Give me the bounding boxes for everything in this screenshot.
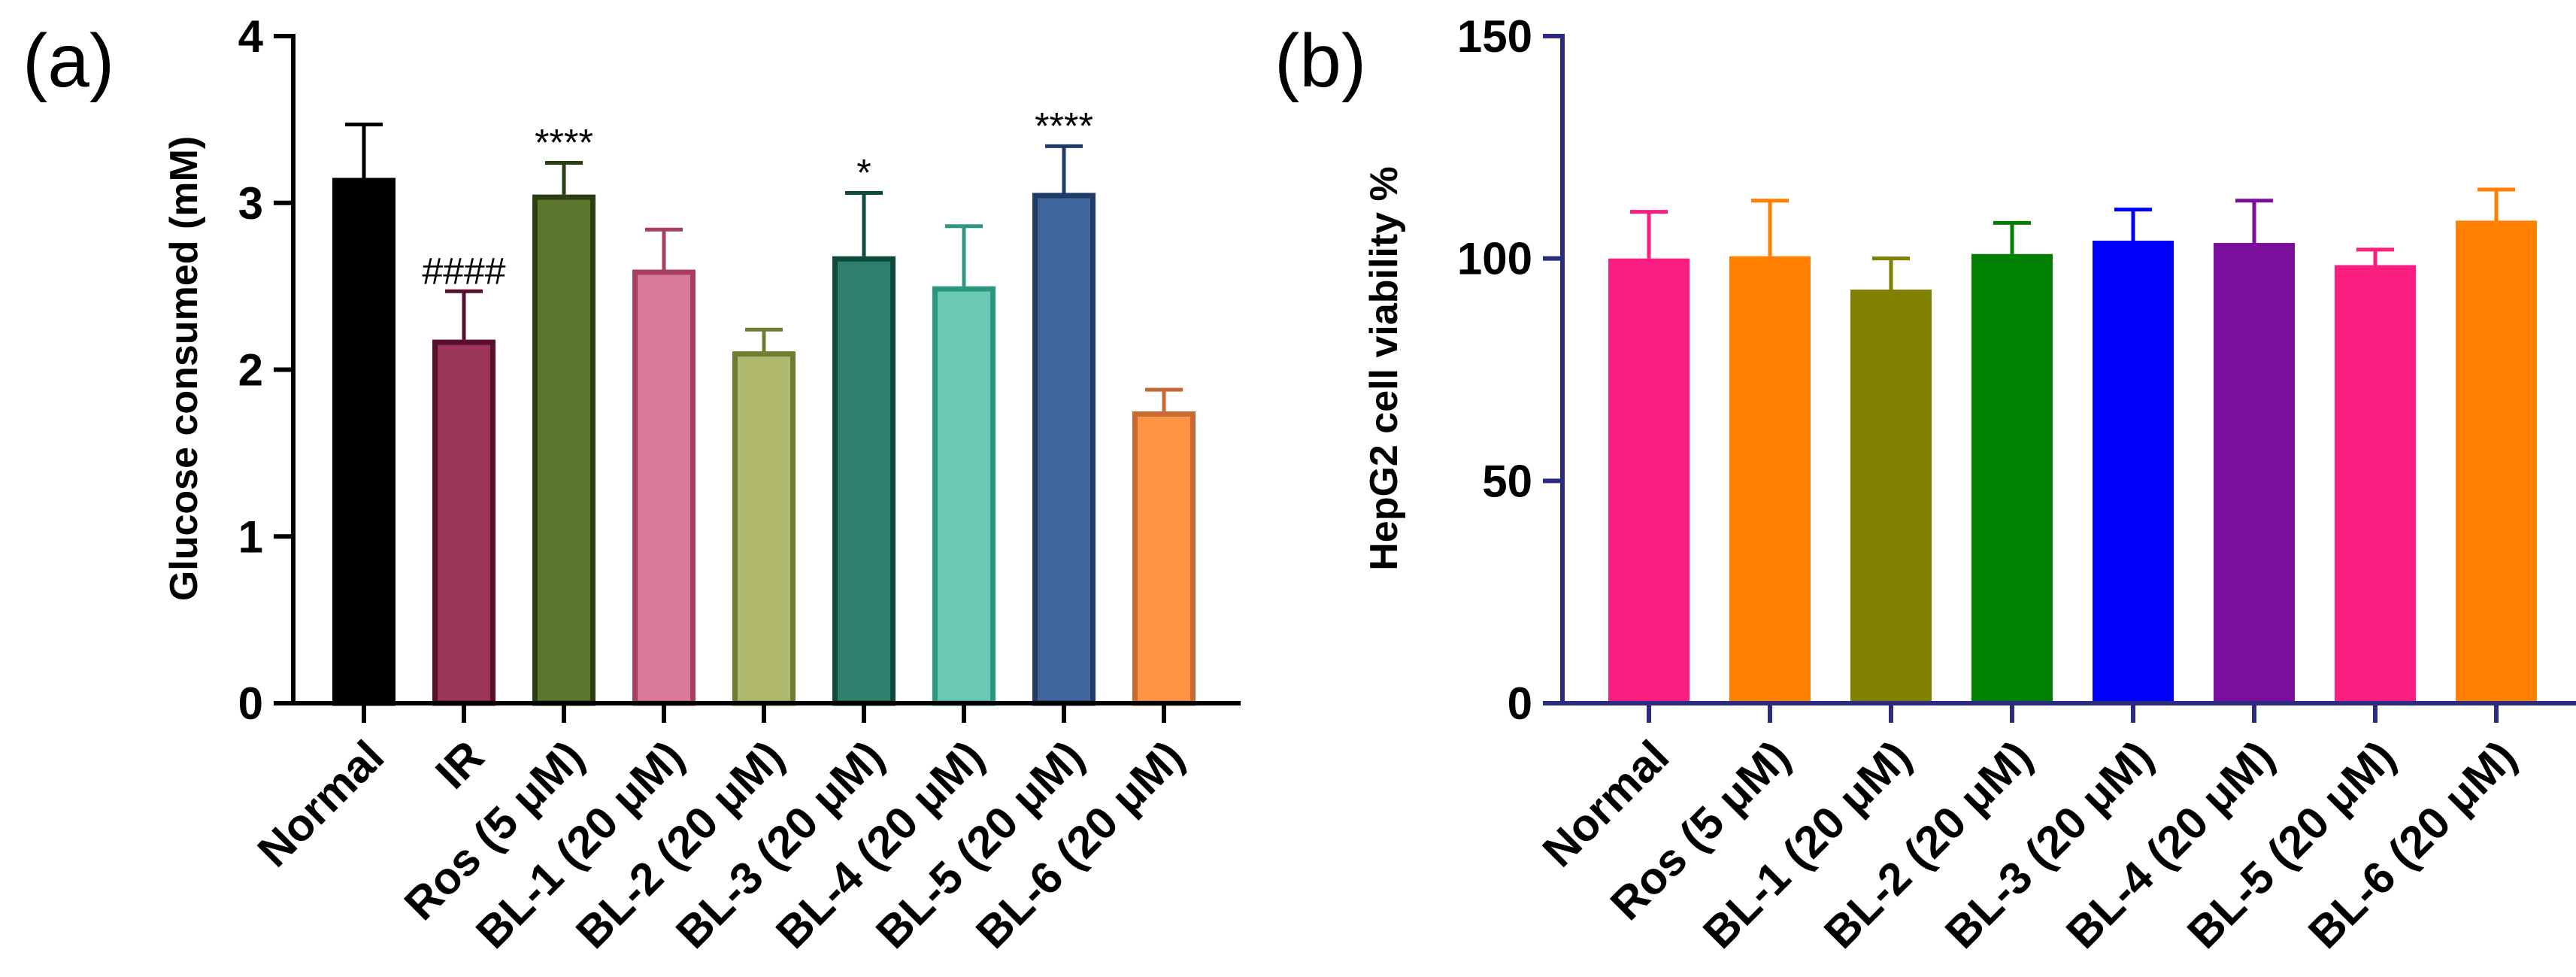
bar: [2335, 265, 2416, 704]
bar: [2093, 241, 2174, 704]
y-axis-title: Glucose consumed (mM): [162, 136, 206, 601]
y-tick-label: 3: [238, 178, 263, 229]
bar: [1729, 256, 1811, 704]
x-tick-label: BL-2 (20 μM): [1814, 731, 2041, 958]
bar: [2456, 220, 2537, 703]
significance-label: *: [856, 151, 871, 193]
x-tick-label: BL-3 (20 μM): [1935, 731, 2162, 958]
bar: [1608, 258, 1690, 704]
x-tick-label: BL-4 (20 μM): [2056, 731, 2284, 958]
bar: [532, 194, 596, 706]
bar: [1032, 193, 1096, 706]
bar: [832, 256, 896, 706]
y-tick-label: 50: [1482, 456, 1532, 506]
bar: [2214, 242, 2295, 704]
y-tick-label: 150: [1457, 11, 1532, 62]
y-tick-label: 2: [238, 345, 263, 396]
bar: [632, 269, 696, 706]
significance-label: ####: [422, 250, 505, 292]
y-tick-label: 0: [1508, 678, 1532, 729]
bar: [732, 351, 796, 706]
x-tick-label: IR: [426, 731, 493, 799]
significance-label: ****: [1035, 105, 1093, 147]
x-tick-label: BL-5 (20 μM): [2177, 731, 2405, 958]
panel-label: (b): [1274, 19, 1366, 103]
x-tick-label: BL-6 (20 μM): [2299, 731, 2526, 958]
bar: [1132, 411, 1196, 706]
y-axis-title: HepG2 cell viability %: [1362, 166, 1406, 571]
bar: [932, 286, 996, 706]
x-tick-label: BL-1 (20 μM): [1693, 731, 1920, 958]
bar: [1850, 290, 1932, 703]
y-tick-label: 4: [238, 11, 264, 62]
x-tick-label: Normal: [248, 731, 394, 877]
bar: [432, 339, 496, 706]
panel-label: (a): [23, 19, 114, 103]
bar: [1971, 253, 2053, 704]
bar: [332, 177, 395, 706]
significance-label: ****: [535, 122, 593, 164]
y-tick-label: 0: [238, 678, 263, 729]
chart-panel-a: (a)Normal####IR****Ros (5 μM)BL-1 (20 μM…: [23, 11, 1241, 958]
y-tick-label: 100: [1457, 234, 1532, 284]
y-tick-label: 1: [238, 511, 263, 562]
